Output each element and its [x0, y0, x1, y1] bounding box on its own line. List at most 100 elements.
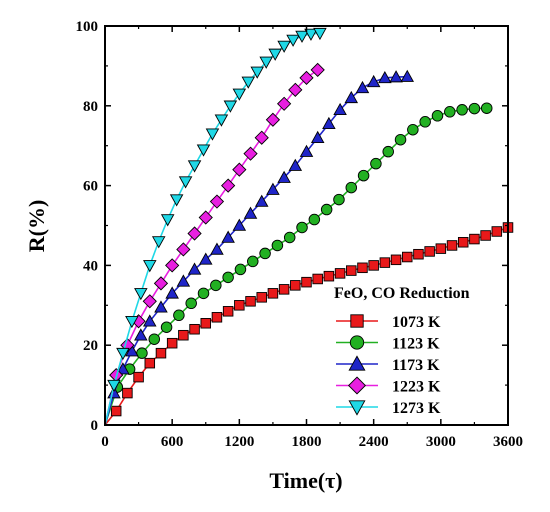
y-tick-label: 20	[83, 338, 98, 354]
data-point	[245, 296, 256, 307]
x-tick-label: 600	[161, 434, 184, 450]
y-tick-label: 60	[83, 179, 98, 195]
data-point	[256, 292, 267, 303]
data-point	[144, 357, 156, 369]
data-point	[379, 257, 391, 268]
series-1073-k	[104, 222, 514, 426]
data-point	[366, 74, 381, 88]
data-point	[134, 288, 148, 301]
data-point	[446, 240, 458, 251]
data-point	[301, 276, 312, 288]
legend-label: 1173 K	[392, 357, 440, 374]
data-point	[389, 70, 403, 83]
data-point	[304, 28, 318, 41]
axis-ticks: 0 600 1200 1800 2400 3000 3600 0 20 40 60 80 100	[76, 19, 524, 450]
data-point	[431, 110, 444, 122]
data-point	[151, 236, 166, 249]
data-point	[378, 70, 392, 84]
data-point	[234, 263, 247, 276]
data-point	[178, 329, 189, 341]
data-point	[185, 297, 197, 310]
data-point	[370, 157, 382, 170]
data-point	[165, 286, 179, 299]
data-point	[198, 252, 213, 265]
data-point	[278, 284, 290, 295]
data-point	[173, 309, 185, 322]
data-point	[247, 255, 259, 268]
data-point	[198, 210, 213, 225]
plot-series-layer	[104, 27, 514, 426]
series-line	[104, 75, 408, 426]
data-point	[277, 170, 291, 183]
data-point	[424, 246, 435, 257]
data-point	[107, 379, 121, 393]
data-point	[310, 130, 325, 143]
data-point	[243, 146, 258, 161]
data-point	[345, 181, 358, 194]
data-point	[480, 230, 491, 241]
legend-item: 1073 K	[336, 314, 441, 331]
data-point	[110, 405, 122, 417]
data-point	[310, 62, 325, 78]
legend-item: 1223 K	[336, 376, 441, 396]
data-point	[143, 314, 157, 327]
x-tick-label: 1800	[292, 434, 322, 450]
legend-label: 1223 K	[392, 379, 441, 396]
series-1123-k	[104, 102, 493, 426]
data-point	[148, 333, 161, 345]
series-line	[104, 69, 319, 426]
data-point	[176, 242, 191, 257]
data-point	[295, 30, 309, 43]
data-point	[243, 206, 258, 219]
legend-item: 1173 K	[336, 355, 440, 374]
data-point	[153, 276, 169, 291]
series-1173-k	[104, 69, 415, 426]
x-tick-label: 2400	[359, 434, 389, 450]
data-point	[234, 300, 245, 311]
series-line	[104, 32, 320, 426]
data-point	[268, 48, 282, 61]
data-point	[232, 88, 247, 101]
data-point	[320, 203, 333, 216]
data-point	[187, 226, 202, 241]
data-point	[413, 248, 424, 260]
data-point	[221, 178, 236, 193]
y-tick-label: 0	[91, 418, 99, 434]
data-point	[133, 371, 144, 383]
data-point	[368, 260, 379, 271]
data-point	[136, 347, 148, 359]
data-point	[333, 193, 345, 206]
data-point	[154, 300, 168, 313]
data-point	[288, 158, 303, 171]
data-point	[271, 239, 284, 252]
data-point	[288, 82, 303, 97]
data-point	[178, 176, 193, 189]
series-1273-k	[104, 27, 327, 426]
data-point	[290, 280, 301, 291]
data-point	[322, 116, 336, 130]
data-point	[160, 321, 173, 333]
data-point	[125, 316, 139, 329]
data-point	[299, 144, 314, 157]
data-point	[143, 260, 157, 273]
data-point	[259, 56, 273, 69]
data-point	[276, 96, 292, 111]
data-point	[323, 270, 335, 282]
data-point	[214, 114, 229, 127]
data-point	[313, 27, 327, 41]
legend-label: 1123 K	[392, 336, 440, 353]
data-point	[187, 160, 202, 173]
data-point	[435, 243, 447, 254]
data-point	[116, 362, 130, 375]
data-point	[267, 288, 279, 299]
legend-marker	[348, 355, 366, 371]
data-point	[444, 106, 456, 118]
data-point	[254, 130, 269, 145]
data-point	[334, 268, 346, 279]
data-point	[357, 169, 370, 182]
legend-label: 1073 K	[392, 314, 441, 331]
legend-marker	[348, 400, 366, 416]
data-point	[308, 213, 321, 226]
data-point	[189, 323, 200, 335]
data-point	[407, 123, 419, 136]
